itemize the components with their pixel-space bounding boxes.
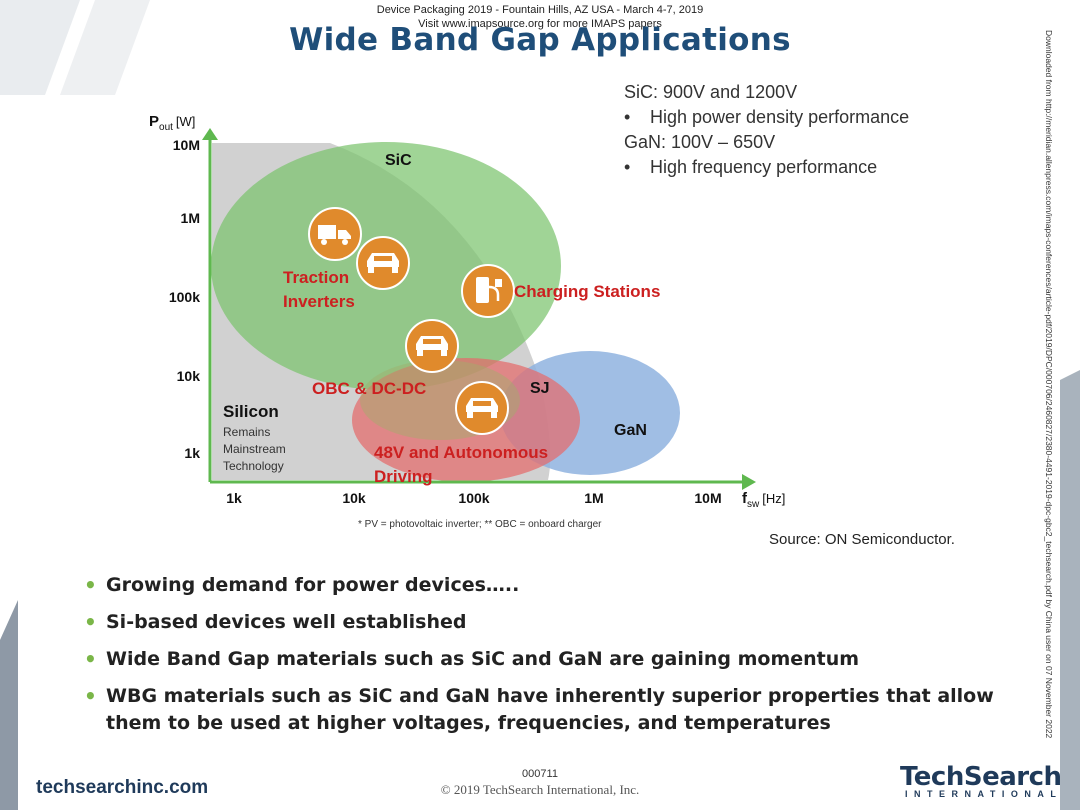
x-tick-label: 100k [458,490,489,506]
conference-header: Device Packaging 2019 - Fountain Hills, … [376,4,704,16]
list-item: Si-based devices well established [82,609,1022,636]
x-axis-title: fsw [Hz] [742,490,785,510]
silicon-region-label: Silicon [223,402,279,421]
list-item: WBG materials such as SiC and GaN have i… [82,683,1022,737]
car-icon [356,236,410,290]
bullet-icon: • [624,157,631,177]
application-label: Inverters [283,292,355,311]
sic-range: : 900V and 1200V [653,82,798,102]
x-tick-label: 10M [694,490,721,506]
y-tick-label: 1k [184,445,200,461]
bullet-list: Growing demand for power devices….. Si-b… [82,572,1022,747]
download-watermark: Downloaded from http://meridian.allenpre… [1044,30,1054,739]
gan-range: : 100V – 650V [661,132,776,152]
page-number: 000711 [522,768,558,780]
charger-icon [461,264,515,318]
y-tick-label: 10M [173,137,200,153]
techsearch-logo: TechSearch [900,762,1062,792]
y-axis-title: Pout [W] [149,113,195,133]
sic-point: High power density performance [650,107,910,127]
sic-label: SiC [624,82,654,102]
footer-website[interactable]: techsearchinc.com [36,777,209,798]
car-icon [455,381,509,435]
truck-icon [308,207,362,261]
chart-footnote: * PV = photovoltaic inverter; ** OBC = o… [358,519,602,530]
y-tick-label: 1M [181,210,200,226]
y-tick-label: 10k [177,368,201,384]
wbg-applications-chart: 10M 1M 100k 10k 1k 1k 10k 100k 1M 10M Po… [149,113,785,530]
y-tick-label: 100k [169,289,200,305]
techsearch-logo-sub: INTERNATIONAL [905,789,1063,799]
application-label: 48V and Autonomous [374,443,548,462]
sj-region-label: SJ [530,380,550,397]
silicon-note: Remains [223,425,270,439]
y-axis-arrow [202,128,218,140]
car-icon [405,319,459,373]
x-tick-label: 1k [226,490,242,506]
application-label: OBC & DC-DC [312,379,426,398]
gan-region-label: GaN [614,422,647,439]
conference-link[interactable]: Visit www.imapsource.org for more IMAPS … [418,18,662,30]
silicon-note: Technology [223,459,284,473]
x-tick-label: 10k [342,490,366,506]
x-axis-arrow [742,474,756,490]
source-note: Source: ON Semiconductor. [769,531,955,548]
x-tick-label: 1M [584,490,603,506]
bullet-icon: • [624,107,631,127]
gan-label: GaN [624,132,662,152]
copyright: © 2019 TechSearch International, Inc. [440,782,640,797]
sic-region-label: SiC [385,152,412,169]
list-item: Wide Band Gap materials such as SiC and … [82,646,1022,673]
gan-point: High frequency performance [650,157,878,177]
application-label: Charging Stations [514,282,660,301]
application-label: Driving [374,467,433,486]
slide-title: Wide Band Gap Applications [289,22,791,58]
application-label: Traction [283,268,349,287]
material-summary: SiC: 900V and 1200V • High power density … [624,80,909,180]
list-item: Growing demand for power devices….. [82,572,1022,599]
silicon-note: Mainstream [223,442,286,456]
